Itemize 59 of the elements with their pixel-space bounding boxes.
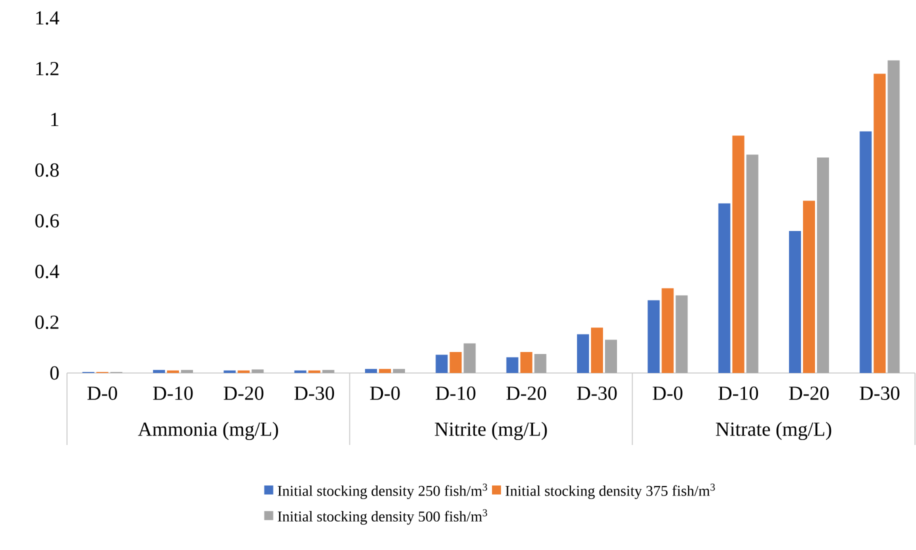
- x-tick-label: D-0: [370, 386, 400, 400]
- bar: [153, 370, 166, 373]
- bar: [789, 230, 802, 373]
- x-tick-label: D-30: [860, 386, 900, 400]
- bar: [379, 368, 392, 373]
- y-tick-label: 0: [50, 366, 59, 380]
- bar: [294, 370, 306, 373]
- legend-label: Initial stocking density 500 fish/m$^{3}$: [278, 509, 488, 525]
- legend-label: Initial stocking density 250 fish/m$^{3}$: [278, 484, 488, 500]
- bar: [238, 370, 250, 373]
- bar: [534, 354, 546, 373]
- bar: [732, 136, 744, 373]
- bar: [450, 352, 462, 373]
- bar: [874, 74, 886, 373]
- bar: [506, 357, 518, 373]
- bar: [676, 295, 688, 373]
- bar: [591, 328, 604, 373]
- text: Nitrate (mg/L): [716, 422, 832, 440]
- bar: [308, 370, 320, 373]
- bar: [365, 368, 378, 373]
- bar: [224, 370, 236, 373]
- bar: [181, 370, 193, 373]
- y-tick-label: 1: [51, 112, 58, 126]
- bar: [888, 60, 900, 373]
- bar: [520, 352, 532, 373]
- bar: [860, 131, 872, 373]
- bar: [167, 370, 180, 373]
- y-tick-label: 0.2: [35, 316, 58, 330]
- x-tick-label: D-10: [718, 386, 758, 400]
- bar: [436, 354, 448, 373]
- bar: [464, 343, 476, 373]
- bar: [648, 300, 660, 373]
- y-tick-label: 0.8: [35, 163, 59, 177]
- bar: [322, 370, 334, 373]
- x-tick-label: D-0: [87, 386, 118, 400]
- x-tick-label: D-20: [506, 386, 546, 400]
- bar: [577, 334, 590, 373]
- bar: [817, 157, 829, 373]
- x-tick-label: D-30: [294, 386, 334, 400]
- bar: [746, 154, 758, 373]
- bar: [252, 369, 264, 373]
- bar: [803, 200, 816, 373]
- x-tick-label: D-10: [436, 386, 476, 400]
- y-tick-label: 0.6: [35, 214, 59, 228]
- legend-label: Initial stocking density 375 fish/m$^{3}$: [506, 484, 715, 500]
- bar: [662, 288, 674, 373]
- x-tick-label: D-20: [789, 386, 829, 400]
- x-tick-label: D-30: [577, 386, 617, 400]
- bar: [393, 368, 405, 373]
- bar: [605, 340, 618, 373]
- text: Ammonia (mg/L): [138, 422, 278, 440]
- x-tick-label: D-0: [652, 386, 682, 400]
- x-tick-label: D-10: [153, 386, 193, 400]
- text: Nitrite (mg/L): [434, 422, 547, 440]
- y-tick-label: 1.4: [36, 11, 60, 25]
- bar: [718, 203, 730, 373]
- x-tick-label: D-20: [224, 386, 264, 400]
- y-tick-label: 1.2: [36, 62, 58, 76]
- y-tick-label: 0.4: [35, 264, 60, 278]
